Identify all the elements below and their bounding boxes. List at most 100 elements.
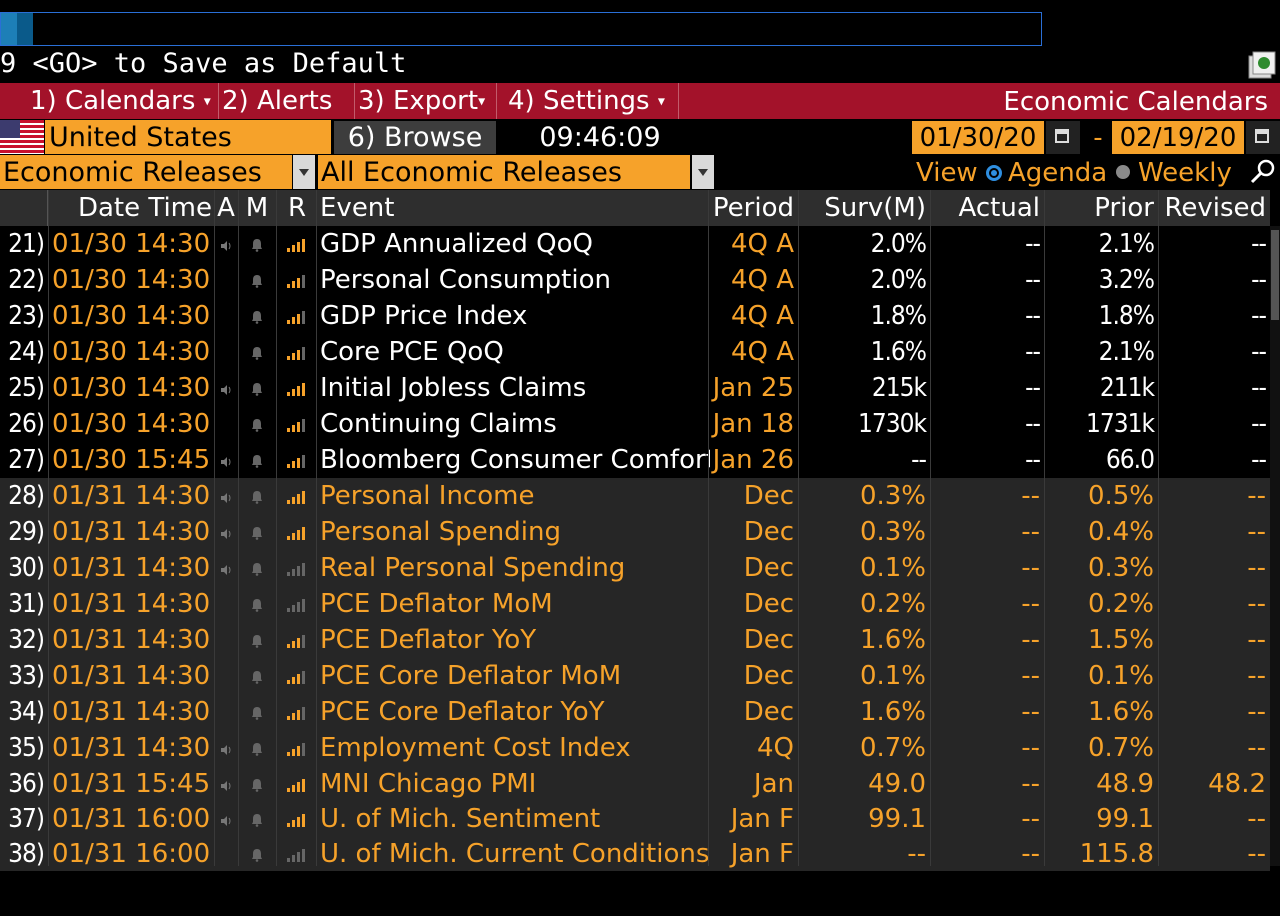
release-type-dropdown[interactable]: Economic Releases xyxy=(0,155,292,189)
audio-alert-icon[interactable] xyxy=(214,766,238,802)
header-actual[interactable]: Actual xyxy=(932,190,1044,226)
row-index[interactable]: 37) xyxy=(8,804,45,834)
row-index[interactable]: 26) xyxy=(8,409,45,439)
audio-alert-icon[interactable] xyxy=(214,370,238,406)
table-row[interactable]: 30) 01/31 14:30 Real Personal Spending Dec 0… xyxy=(0,550,1270,586)
audio-alert-icon[interactable] xyxy=(214,836,238,872)
snapshot-icon[interactable] xyxy=(1248,50,1276,80)
bell-icon[interactable] xyxy=(240,622,274,658)
row-index[interactable]: 21) xyxy=(8,229,45,259)
event-name[interactable]: Continuing Claims xyxy=(320,409,557,439)
release-filter-dropdown[interactable]: All Economic Releases xyxy=(318,155,690,189)
event-name[interactable]: Employment Cost Index xyxy=(320,733,631,763)
header-period[interactable]: Period xyxy=(708,190,798,226)
header-revised[interactable]: Revised xyxy=(1160,190,1270,226)
audio-alert-icon[interactable] xyxy=(214,730,238,766)
bell-icon[interactable] xyxy=(240,226,274,262)
row-index[interactable]: 32) xyxy=(8,625,45,655)
audio-alert-icon[interactable] xyxy=(214,550,238,586)
bell-icon[interactable] xyxy=(240,550,274,586)
table-row[interactable]: 27) 01/30 15:45 Bloomberg Consumer Comfort… xyxy=(0,442,1270,478)
date-from-field[interactable]: 01/30/20 xyxy=(912,121,1044,154)
row-index[interactable]: 34) xyxy=(8,697,45,727)
row-index[interactable]: 23) xyxy=(8,301,45,331)
bell-icon[interactable] xyxy=(240,478,274,514)
row-index[interactable]: 30) xyxy=(8,553,45,583)
audio-alert-icon[interactable] xyxy=(214,226,238,262)
row-index[interactable]: 22) xyxy=(8,265,45,295)
event-name[interactable]: Bloomberg Consumer Comfort xyxy=(320,445,710,475)
command-line[interactable] xyxy=(0,12,1042,46)
event-name[interactable]: Real Personal Spending xyxy=(320,553,626,583)
table-row[interactable]: 37) 01/31 16:00 U. of Mich. Sentiment Jan F… xyxy=(0,801,1270,836)
bell-icon[interactable] xyxy=(240,766,274,802)
bell-icon[interactable] xyxy=(240,514,274,550)
radio-agenda[interactable] xyxy=(986,165,1002,181)
audio-alert-icon[interactable] xyxy=(214,334,238,370)
event-name[interactable]: Personal Spending xyxy=(320,517,561,547)
table-row[interactable]: 24) 01/30 14:30 Core PCE QoQ 4Q A 1.6% -- 2.1%… xyxy=(0,334,1270,370)
table-row[interactable]: 38) 01/31 16:00 U. of Mich. Current Condit… xyxy=(0,836,1270,871)
row-index[interactable]: 33) xyxy=(8,661,45,691)
calendar-to-icon[interactable] xyxy=(1246,121,1280,154)
audio-alert-icon[interactable] xyxy=(214,442,238,478)
table-row[interactable]: 25) 01/30 14:30 Initial Jobless Claims Jan … xyxy=(0,370,1270,406)
audio-alert-icon[interactable] xyxy=(214,801,238,837)
event-name[interactable]: PCE Deflator YoY xyxy=(320,625,537,655)
bell-icon[interactable] xyxy=(240,836,274,872)
header-survey[interactable]: Surv(M) xyxy=(800,190,930,226)
table-row[interactable]: 22) 01/30 14:30 Personal Consumption 4Q A 2.… xyxy=(0,262,1270,298)
table-row[interactable]: 34) 01/31 14:30 PCE Core Deflator YoY Dec 1.… xyxy=(0,694,1270,730)
bell-icon[interactable] xyxy=(240,801,274,837)
event-name[interactable]: PCE Core Deflator YoY xyxy=(320,697,605,727)
bell-icon[interactable] xyxy=(240,406,274,442)
browse-button[interactable]: 6) Browse xyxy=(334,121,496,154)
audio-alert-icon[interactable] xyxy=(214,262,238,298)
menu-alerts[interactable]: 2) Alerts xyxy=(214,83,355,119)
audio-alert-icon[interactable] xyxy=(214,658,238,694)
table-row[interactable]: 21) 01/30 14:30 GDP Annualized QoQ 4Q A 2.0%… xyxy=(0,226,1270,262)
header-m[interactable]: M xyxy=(240,190,274,226)
event-name[interactable]: Personal Consumption xyxy=(320,265,611,295)
event-name[interactable]: PCE Core Deflator MoM xyxy=(320,661,622,691)
weekly-label[interactable]: Weekly xyxy=(1138,158,1232,188)
bell-icon[interactable] xyxy=(240,658,274,694)
header-prior[interactable]: Prior xyxy=(1046,190,1158,226)
audio-alert-icon[interactable] xyxy=(214,406,238,442)
audio-alert-icon[interactable] xyxy=(214,298,238,334)
event-name[interactable]: MNI Chicago PMI xyxy=(320,769,537,799)
table-row[interactable]: 33) 01/31 14:30 PCE Core Deflator MoM Dec 0.… xyxy=(0,658,1270,694)
row-index[interactable]: 35) xyxy=(8,733,45,763)
scrollbar-thumb[interactable] xyxy=(1271,230,1279,320)
bell-icon[interactable] xyxy=(240,730,274,766)
bell-icon[interactable] xyxy=(240,370,274,406)
event-name[interactable]: GDP Annualized QoQ xyxy=(320,229,593,259)
search-icon[interactable] xyxy=(1248,157,1278,187)
chevron-down-icon[interactable] xyxy=(293,155,315,189)
event-name[interactable]: Core PCE QoQ xyxy=(320,337,504,367)
menu-export[interactable]: 3) Export▾ xyxy=(350,83,497,119)
scrollbar[interactable] xyxy=(1270,226,1280,866)
header-r[interactable]: R xyxy=(278,190,316,226)
bell-icon[interactable] xyxy=(240,298,274,334)
table-row[interactable]: 26) 01/30 14:30 Continuing Claims Jan 18 173… xyxy=(0,406,1270,442)
table-row[interactable]: 31) 01/31 14:30 PCE Deflator MoM Dec 0.2% -- 0… xyxy=(0,586,1270,622)
bell-icon[interactable] xyxy=(240,694,274,730)
event-name[interactable]: PCE Deflator MoM xyxy=(320,589,553,619)
radio-weekly[interactable] xyxy=(1116,165,1130,179)
table-row[interactable]: 29) 01/31 14:30 Personal Spending Dec 0.3% --… xyxy=(0,514,1270,550)
audio-alert-icon[interactable] xyxy=(214,514,238,550)
chevron-down-icon[interactable] xyxy=(692,155,714,189)
bell-icon[interactable] xyxy=(240,334,274,370)
menu-calendars[interactable]: 1) Calendars ▾ xyxy=(22,83,219,119)
row-index[interactable]: 29) xyxy=(8,517,45,547)
table-row[interactable]: 32) 01/31 14:30 PCE Deflator YoY Dec 1.6% -- 1… xyxy=(0,622,1270,658)
row-index[interactable]: 36) xyxy=(8,769,45,799)
row-index[interactable]: 24) xyxy=(8,337,45,367)
table-row[interactable]: 35) 01/31 14:30 Employment Cost Index 4Q 0.7… xyxy=(0,730,1270,766)
row-index[interactable]: 27) xyxy=(8,445,45,475)
audio-alert-icon[interactable] xyxy=(214,586,238,622)
event-name[interactable]: GDP Price Index xyxy=(320,301,528,331)
bell-icon[interactable] xyxy=(240,586,274,622)
calendar-from-icon[interactable] xyxy=(1046,121,1080,154)
